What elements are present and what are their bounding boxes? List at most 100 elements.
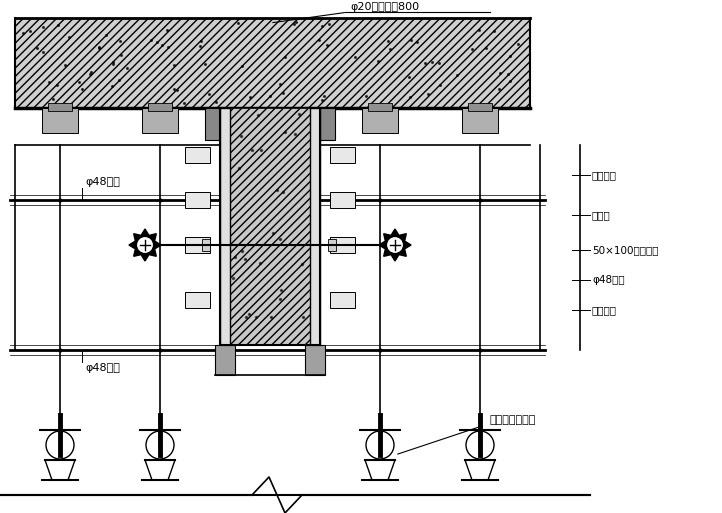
Point	[172, 86, 183, 94]
Point	[37, 47, 48, 55]
Bar	[362, 108, 398, 133]
Point	[384, 45, 396, 53]
Text: φ48钉管: φ48钉管	[85, 363, 120, 373]
Bar	[305, 345, 325, 375]
Point	[313, 36, 325, 44]
Point	[466, 45, 478, 53]
Point	[47, 95, 58, 103]
Point	[493, 85, 505, 93]
Point	[84, 70, 96, 78]
Point	[316, 96, 328, 104]
Point	[168, 85, 180, 93]
Point	[227, 274, 239, 282]
Point	[422, 90, 434, 98]
Point	[121, 64, 133, 72]
Point	[17, 29, 29, 37]
Point	[316, 22, 328, 30]
Point	[108, 60, 119, 68]
Point	[278, 188, 290, 196]
Point	[237, 62, 248, 70]
Point	[495, 69, 506, 77]
Point	[85, 68, 97, 76]
Point	[93, 44, 105, 52]
Polygon shape	[379, 229, 411, 261]
Point	[161, 26, 173, 34]
Text: 对拉螺栋: 对拉螺栋	[592, 305, 617, 315]
Point	[406, 35, 417, 44]
Point	[489, 27, 500, 35]
Point	[279, 53, 291, 61]
Point	[254, 259, 266, 267]
Point	[100, 30, 112, 38]
Text: 可调节钉支顶架: 可调节钉支顶架	[490, 415, 536, 425]
Point	[274, 235, 286, 243]
Point	[145, 36, 157, 44]
Point	[504, 52, 516, 60]
Point	[240, 313, 252, 322]
Point	[372, 56, 383, 65]
Bar	[330, 237, 355, 253]
Point	[318, 91, 329, 100]
Point	[243, 310, 255, 319]
Bar	[330, 192, 355, 208]
Point	[252, 111, 264, 119]
Point	[113, 76, 125, 84]
Point	[204, 89, 215, 97]
Point	[168, 61, 180, 69]
Text: φ20钉筋插棍800: φ20钉筋插棍800	[273, 2, 419, 23]
Bar	[185, 147, 210, 163]
Point	[245, 93, 256, 102]
Point	[274, 294, 286, 303]
Point	[435, 81, 446, 89]
Bar	[142, 108, 178, 133]
Point	[251, 312, 262, 321]
Bar	[330, 292, 355, 308]
Point	[232, 19, 244, 27]
Point	[426, 58, 438, 66]
Point	[432, 58, 444, 67]
Point	[38, 24, 49, 32]
Point	[64, 32, 75, 41]
Point	[404, 93, 416, 102]
Point	[502, 70, 513, 78]
Bar	[185, 237, 210, 253]
Point	[199, 60, 211, 68]
Point	[349, 53, 360, 61]
Point	[323, 19, 335, 28]
Point	[115, 51, 126, 60]
Bar	[15, 18, 530, 108]
Point	[73, 78, 84, 86]
Point	[321, 41, 333, 49]
Bar	[468, 103, 492, 111]
Point	[513, 41, 524, 49]
Point	[256, 146, 267, 154]
Point	[233, 164, 245, 172]
Point	[275, 286, 287, 294]
Bar	[205, 108, 235, 140]
Point	[404, 73, 415, 82]
Bar	[220, 108, 230, 345]
Text: 九夹板: 九夹板	[592, 210, 611, 220]
Text: 50×100木方横档: 50×100木方横档	[592, 245, 658, 255]
Bar	[328, 239, 336, 251]
Point	[240, 254, 251, 263]
Bar	[462, 108, 498, 133]
Bar	[42, 108, 78, 133]
Point	[480, 44, 492, 52]
Bar	[368, 103, 392, 111]
Point	[419, 59, 431, 67]
Point	[360, 92, 371, 100]
Point	[290, 17, 302, 26]
Point	[245, 145, 257, 153]
Point	[107, 58, 118, 67]
Bar	[148, 103, 172, 111]
Point	[279, 128, 290, 136]
Point	[43, 78, 55, 86]
Bar	[185, 292, 210, 308]
Point	[162, 43, 173, 51]
Point	[277, 89, 288, 97]
Point	[371, 100, 383, 108]
Polygon shape	[129, 229, 161, 261]
Bar	[310, 108, 320, 345]
Bar	[305, 108, 335, 140]
